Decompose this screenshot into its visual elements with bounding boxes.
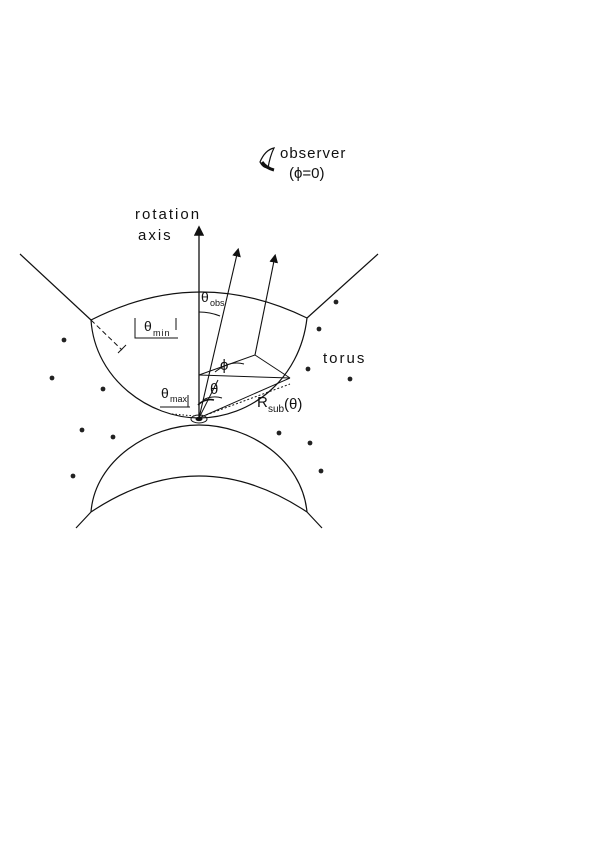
torus-label: torus <box>323 350 366 367</box>
rsub-label: R <box>257 394 268 411</box>
rotation-axis-label-2: axis <box>138 227 173 244</box>
torus-particles <box>49 299 353 479</box>
rsub-dashed-line <box>205 383 291 416</box>
theta-obs-subscript: obs <box>210 298 225 308</box>
torus-particle <box>316 326 322 332</box>
torus-particle <box>305 366 311 372</box>
theta-min-label: θ <box>144 318 152 334</box>
observer-phi-label: (ϕ=0) <box>289 165 325 182</box>
outer-cone-lines <box>19 253 379 529</box>
theta-max-label: θ <box>161 385 169 401</box>
torus-particle <box>110 434 116 440</box>
eye-icon <box>259 147 276 172</box>
rotation-axis-label: rotation <box>135 206 201 223</box>
torus-particle <box>61 337 67 343</box>
observer-rays <box>198 247 279 419</box>
torus-particle <box>333 299 339 305</box>
theta-label: θ <box>210 381 218 398</box>
phi-label: ϕ <box>220 357 228 374</box>
torus-particle <box>79 427 85 433</box>
torus-particle <box>318 468 324 474</box>
theta-min-indicator <box>90 318 178 354</box>
rsub-argument: (θ) <box>284 396 302 413</box>
torus-particle <box>347 376 353 382</box>
observer-label: observer <box>280 145 346 162</box>
theta-min-subscript: min <box>153 328 171 338</box>
theta-obs-label: θ <box>201 289 209 305</box>
construction-lines <box>198 311 291 419</box>
rsub-subscript: sub <box>268 404 285 415</box>
torus-particle <box>70 473 76 479</box>
torus-particle <box>100 386 106 392</box>
torus-particle <box>49 375 55 381</box>
lower-bowl <box>90 424 308 513</box>
theta-max-indicator <box>160 395 215 417</box>
torus-particle <box>307 440 313 446</box>
theta-max-subscript: max <box>170 394 188 404</box>
torus-particle <box>276 430 282 436</box>
